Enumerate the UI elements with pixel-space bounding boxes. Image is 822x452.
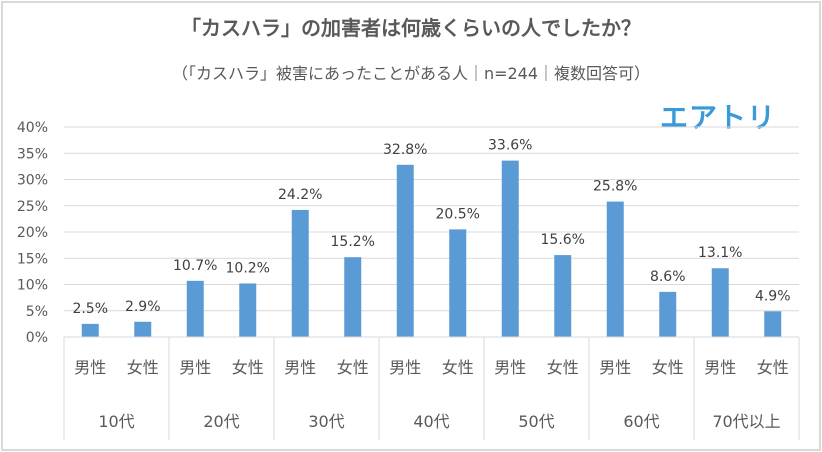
data-label: 32.8%	[383, 142, 427, 158]
data-label: 15.6%	[541, 232, 585, 248]
y-tick-label: 40%	[17, 120, 48, 136]
y-tick-label: 20%	[17, 225, 48, 241]
x-subcategory-label: 女性	[652, 358, 684, 377]
y-tick-label: 10%	[17, 278, 48, 294]
bar	[449, 229, 467, 337]
bar	[239, 283, 257, 337]
x-subcategory-label: 男性	[389, 358, 421, 377]
x-subcategory-label: 男性	[284, 358, 316, 377]
x-group-label: 20代	[203, 412, 239, 431]
data-label: 20.5%	[436, 206, 480, 222]
data-label: 24.2%	[278, 187, 322, 203]
data-label: 33.6%	[488, 138, 532, 154]
data-label: 13.1%	[698, 245, 742, 261]
bar	[501, 160, 519, 337]
bar	[711, 268, 729, 337]
x-subcategory-label: 男性	[74, 358, 106, 377]
y-tick-label: 5%	[26, 304, 48, 320]
data-label: 25.8%	[593, 179, 637, 195]
bar	[344, 257, 362, 337]
x-subcategory-label: 女性	[757, 358, 789, 377]
y-tick-label: 25%	[17, 199, 48, 215]
bar	[396, 164, 414, 337]
x-subcategory-label: 男性	[494, 358, 526, 377]
y-tick-label: 15%	[17, 251, 48, 267]
bar	[186, 280, 204, 337]
x-group-label: 10代	[98, 412, 134, 431]
bar	[764, 311, 782, 337]
y-tick-label: 0%	[26, 330, 48, 346]
x-subcategory-label: 女性	[232, 358, 264, 377]
x-subcategory-label: 女性	[337, 358, 369, 377]
data-label: 2.9%	[125, 299, 161, 315]
airtrip-logo: エアトリ	[660, 101, 777, 134]
data-label: 10.7%	[173, 258, 217, 274]
x-subcategory-label: 女性	[127, 358, 159, 377]
x-group-label: 30代	[308, 412, 344, 431]
x-group-label: 40代	[413, 412, 449, 431]
chart-title: 「カスハラ」の加害者は何歳くらいの人でしたか？	[181, 16, 641, 40]
x-subcategory-label: 女性	[442, 358, 474, 377]
data-label: 15.2%	[331, 234, 375, 250]
y-tick-label: 35%	[17, 146, 48, 162]
bar	[554, 255, 572, 337]
y-tick-label: 30%	[17, 173, 48, 189]
bar	[291, 209, 309, 337]
x-subcategory-label: 女性	[547, 358, 579, 377]
bar	[659, 291, 677, 337]
data-label: 10.2%	[226, 260, 270, 276]
data-label: 8.6%	[650, 269, 686, 285]
data-label: 4.9%	[755, 288, 791, 304]
chart-subtitle: （「カスハラ」被害にあったことがある人｜n=244｜複数回答可）	[171, 64, 651, 83]
bar	[134, 321, 152, 337]
x-subcategory-label: 男性	[704, 358, 736, 377]
x-subcategory-label: 男性	[179, 358, 211, 377]
data-label: 2.5%	[72, 301, 108, 317]
bar	[81, 323, 99, 337]
x-group-label: 60代	[623, 412, 659, 431]
x-group-label: 70代以上	[712, 412, 780, 431]
x-group-label: 50代	[518, 412, 554, 431]
bar	[606, 201, 624, 337]
x-subcategory-label: 男性	[599, 358, 631, 377]
